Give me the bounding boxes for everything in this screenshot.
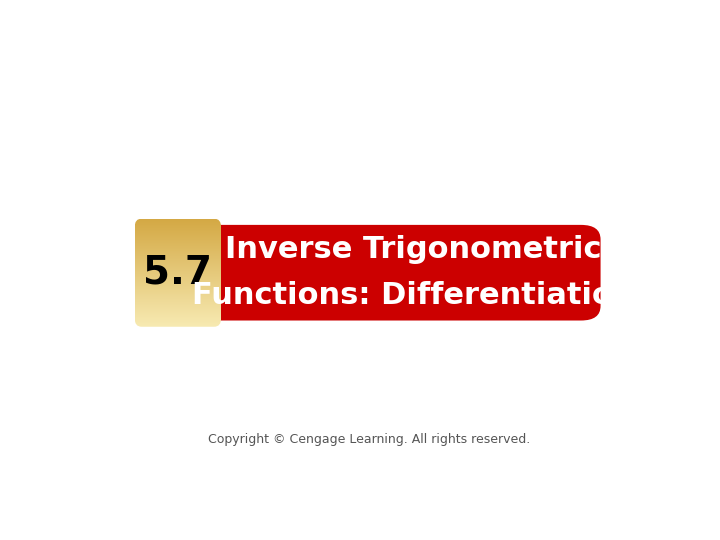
Text: 5.7: 5.7	[143, 254, 212, 292]
FancyBboxPatch shape	[138, 225, 600, 321]
Text: Copyright © Cengage Learning. All rights reserved.: Copyright © Cengage Learning. All rights…	[208, 433, 530, 446]
Text: Functions: Differentiation: Functions: Differentiation	[192, 281, 635, 310]
Text: Inverse Trigonometric: Inverse Trigonometric	[225, 235, 602, 265]
